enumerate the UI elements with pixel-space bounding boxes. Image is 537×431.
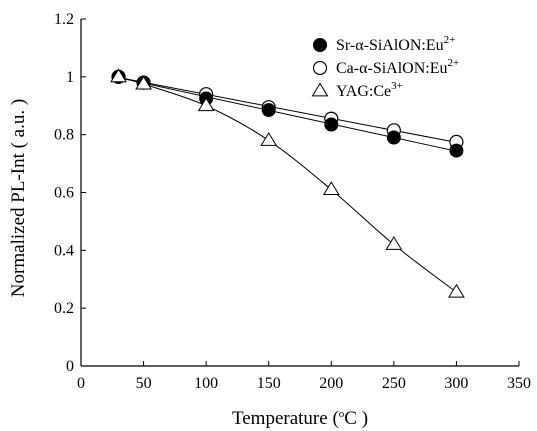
y-tick-label: 0 [66, 358, 74, 375]
data-point [197, 97, 215, 112]
x-axis-title-unit-rest: C ) [344, 408, 368, 429]
legend-label: YAG:Ce3+ [336, 80, 403, 100]
x-axis-title-unit-sup: o [339, 408, 345, 420]
x-axis-title-main: Temperature ( [232, 408, 339, 429]
legend-label-name: Sr-α-SiAlON:Eu [336, 37, 444, 54]
legend-label-name: Ca-α-SiAlON:Eu [336, 60, 447, 77]
y-tick-label: 1.2 [54, 11, 74, 28]
x-tick-label: 0 [77, 375, 85, 392]
data-point [449, 143, 464, 158]
data-point [324, 117, 339, 132]
legend-label-name: YAG:Ce [336, 83, 391, 100]
data-point [386, 130, 401, 145]
axes [80, 19, 519, 367]
legend-label-sup: 3+ [391, 80, 403, 92]
x-tick-label: 50 [136, 375, 152, 392]
x-tick-label: 300 [444, 375, 468, 392]
x-tick-label: 350 [507, 375, 531, 392]
y-tick-label: 1 [66, 69, 74, 86]
y-tick-label: 0.8 [54, 127, 74, 144]
legend-marker [311, 82, 329, 97]
y-axis-title: Normalized PL-Int ( a.u. ) [8, 99, 29, 297]
data-point [110, 68, 127, 83]
fit-curve-2 [118, 76, 457, 293]
legend-label: Ca-α-SiAlON:Eu2+ [336, 57, 459, 77]
y-tick-label: 0.4 [54, 242, 74, 259]
y-tick-label: 0.6 [54, 185, 74, 202]
data-point [260, 131, 278, 146]
data-point [448, 283, 465, 298]
data-point [135, 75, 152, 90]
data-point [261, 103, 276, 118]
y-tick-label: 0.2 [54, 300, 74, 317]
x-tick-label: 150 [257, 375, 281, 392]
legend: Sr-α-SiAlON:Eu2+Ca-α-SiAlON:Eu2+YAG:Ce3+ [311, 34, 459, 100]
legend-label-sup: 2+ [444, 34, 456, 46]
legend-marker [313, 38, 327, 52]
x-tick-label: 200 [319, 375, 343, 392]
data-point [322, 181, 340, 195]
fit-lines [118, 76, 457, 293]
fit-line-1 [118, 77, 457, 143]
data-point [385, 236, 403, 250]
ticks: 0 50 100 150 200 250 300 350 0 0.2 0.4 0.6 0.8 1 1.2 [54, 11, 531, 392]
x-tick-label: 100 [194, 375, 218, 392]
data-markers [110, 68, 465, 298]
fit-line-0 [118, 77, 457, 152]
legend-label-sup: 2+ [447, 57, 459, 69]
x-axis-title: Temperature (oC ) [232, 408, 368, 429]
x-tick-label: 250 [382, 375, 406, 392]
legend-marker [312, 60, 328, 76]
legend-label: Sr-α-SiAlON:Eu2+ [336, 34, 455, 54]
